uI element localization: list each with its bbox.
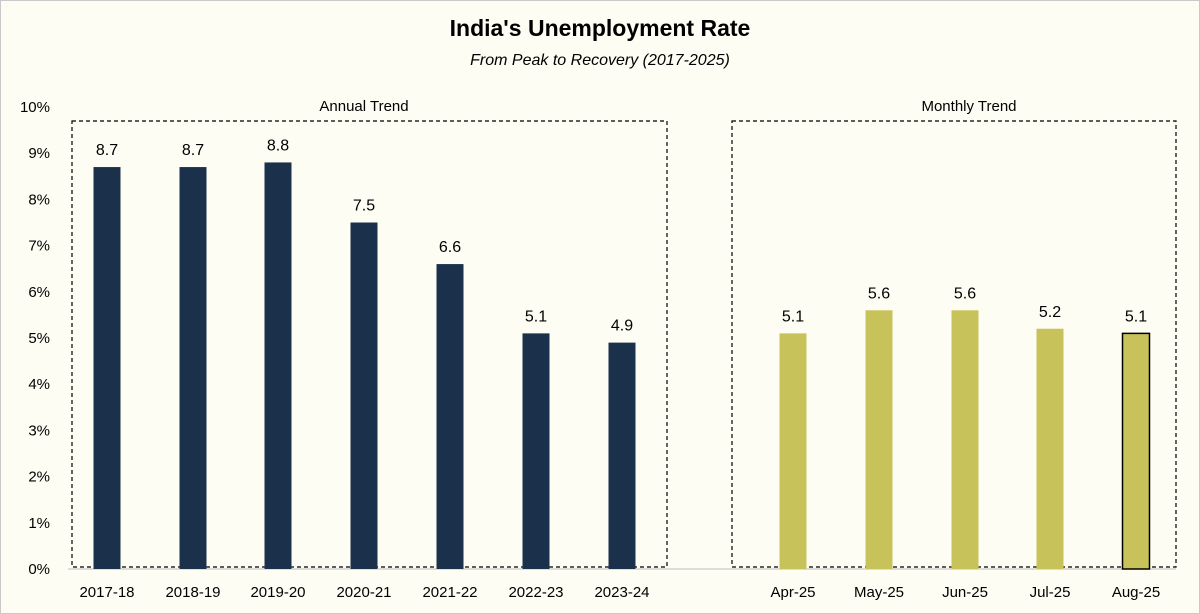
x-tick-label: Jun-25	[942, 584, 988, 601]
x-tick-label: 2017-18	[79, 584, 134, 601]
x-tick-label: May-25	[854, 584, 904, 601]
bar-2023-24	[608, 342, 636, 569]
annual-bars: 8.7 2017-18 8.7 2018-19 8.8 2019-20 7.5 2020-21…	[79, 137, 649, 601]
bar-2017-18	[93, 167, 121, 569]
bar-2019-20	[264, 162, 292, 569]
bar-2018-19	[179, 167, 207, 569]
bar-2021-22	[436, 264, 464, 569]
y-tick-label: 8%	[28, 191, 50, 208]
data-label: 5.1	[1125, 308, 1147, 325]
y-tick-label: 10%	[20, 99, 50, 116]
data-label: 6.6	[439, 239, 461, 256]
monthly-panel-border	[731, 120, 1177, 568]
y-tick-label: 0%	[28, 561, 50, 578]
x-tick-label: 2020-21	[336, 584, 391, 601]
bar-May-25	[865, 310, 893, 569]
data-label: 8.8	[267, 137, 289, 154]
y-tick-label: 1%	[28, 515, 50, 532]
data-label: 5.2	[1039, 304, 1061, 321]
data-label: 7.5	[353, 198, 375, 215]
x-tick-label: 2019-20	[250, 584, 305, 601]
data-label: 5.6	[954, 285, 976, 302]
y-tick-label: 6%	[28, 284, 50, 301]
annual-panel-title: Annual Trend	[319, 98, 408, 115]
bar-Jul-25	[1036, 328, 1064, 569]
chart-subtitle: From Peak to Recovery (2017-2025)	[470, 52, 730, 69]
y-tick-label: 7%	[28, 238, 50, 255]
bar-2022-23	[522, 333, 550, 569]
monthly-panel-title: Monthly Trend	[921, 98, 1016, 115]
chart-title: India's Unemployment Rate	[449, 15, 751, 41]
x-tick-label: 2018-19	[165, 584, 220, 601]
bar-Aug-25	[1121, 332, 1151, 570]
data-label: 5.1	[525, 308, 547, 325]
data-label: 4.9	[611, 318, 633, 335]
data-label: 8.7	[182, 142, 204, 159]
monthly-bars: 5.1 Apr-25 5.6 May-25 5.6 Jun-25 5.2 Jul-25 5.1 A…	[770, 285, 1160, 601]
x-tick-label: Apr-25	[770, 584, 815, 601]
data-label: 8.7	[96, 142, 118, 159]
x-tick-label: 2021-22	[422, 584, 477, 601]
y-tick-label: 3%	[28, 422, 50, 439]
x-tick-label: Jul-25	[1030, 584, 1071, 601]
y-axis: 0% 1% 2% 3% 4% 5% 6% 7% 8% 9% 10%	[20, 99, 50, 578]
data-label: 5.6	[868, 285, 890, 302]
y-tick-label: 5%	[28, 330, 50, 347]
x-tick-label: Aug-25	[1112, 584, 1160, 601]
data-label: 5.1	[782, 308, 804, 325]
y-tick-label: 4%	[28, 376, 50, 393]
bar-2020-21	[350, 222, 378, 569]
bar-Apr-25	[779, 333, 807, 569]
x-tick-label: 2022-23	[508, 584, 563, 601]
y-tick-label: 9%	[28, 145, 50, 162]
bar-Jun-25	[951, 310, 979, 569]
x-tick-label: 2023-24	[594, 584, 649, 601]
y-tick-label: 2%	[28, 469, 50, 486]
